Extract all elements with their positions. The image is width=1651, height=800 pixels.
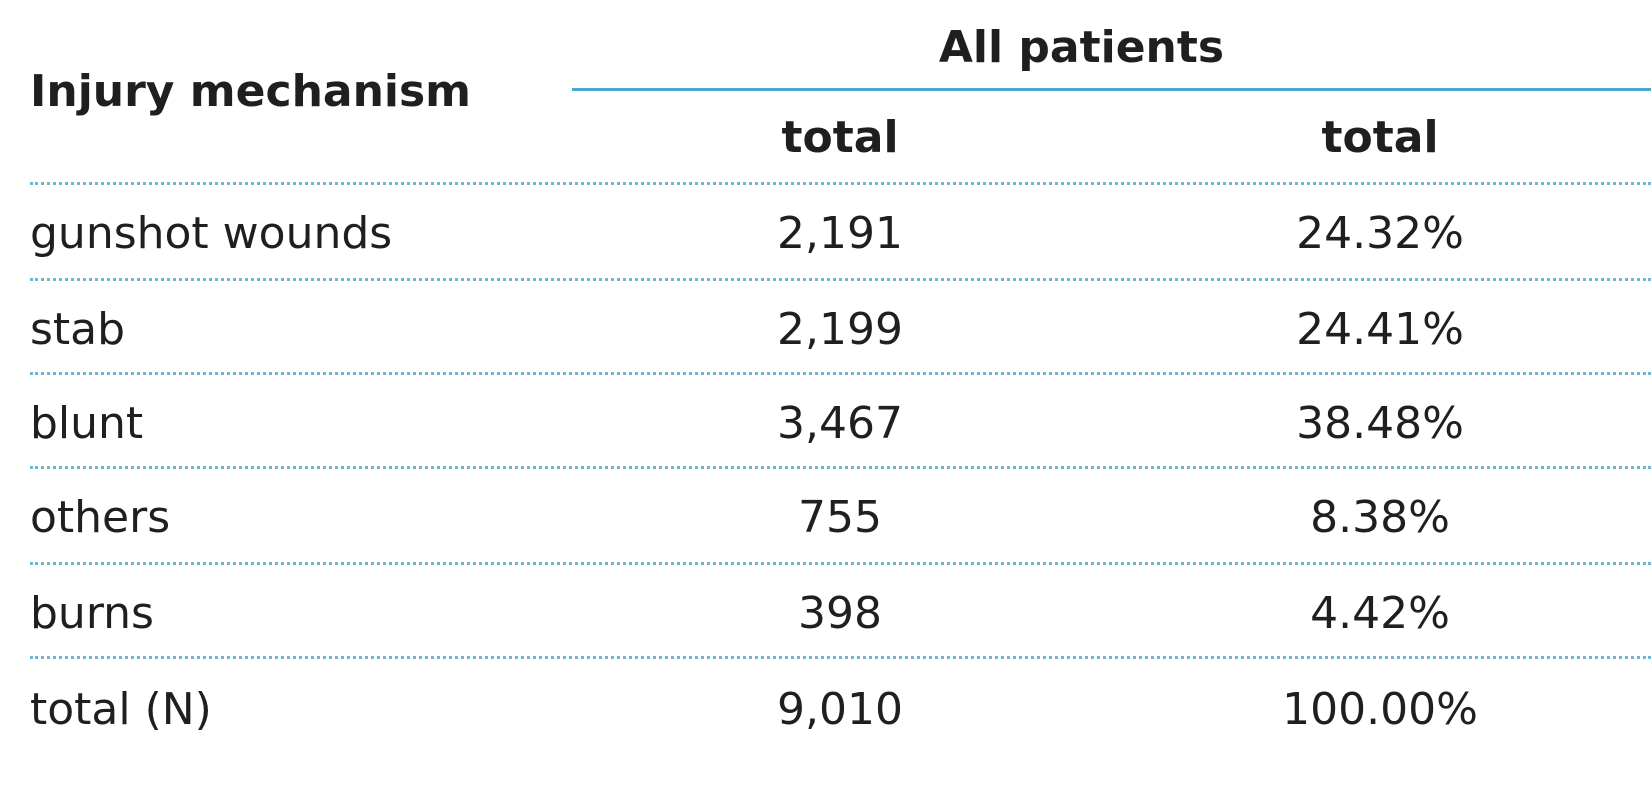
- subheader-count: total: [781, 112, 899, 163]
- percent-cell: 38.48%: [1296, 398, 1464, 449]
- row-divider: [30, 372, 1651, 375]
- mechanism-cell: blunt: [30, 398, 144, 449]
- group-header-rule: [572, 88, 1651, 91]
- count-cell: 2,191: [777, 208, 903, 259]
- count-cell: 398: [798, 588, 882, 639]
- table-row: stab 2,199 24.41%: [0, 282, 1651, 378]
- row-divider: [30, 466, 1651, 469]
- mechanism-cell: stab: [30, 304, 126, 355]
- row-divider: [30, 278, 1651, 281]
- row-divider: [30, 656, 1651, 659]
- percent-cell: 8.38%: [1310, 492, 1450, 543]
- mechanism-cell: others: [30, 492, 171, 543]
- group-header: All patients: [572, 22, 1651, 74]
- table-row-total: total (N) 9,010 100.00%: [0, 662, 1651, 758]
- table-row: burns 398 4.42%: [0, 566, 1651, 662]
- subheader-percent: total: [1321, 112, 1439, 163]
- mechanism-cell: total (N): [30, 684, 212, 735]
- count-cell: 755: [798, 492, 882, 543]
- table-row: gunshot wounds 2,191 24.32%: [0, 186, 1651, 282]
- mechanism-cell: burns: [30, 588, 154, 639]
- row-divider: [30, 562, 1651, 565]
- table-row: others 755 8.38%: [0, 470, 1651, 566]
- percent-cell: 4.42%: [1310, 588, 1450, 639]
- group-header-label: All patients: [938, 22, 1225, 73]
- count-cell: 9,010: [777, 684, 903, 735]
- mechanism-cell: gunshot wounds: [30, 208, 393, 259]
- percent-cell: 24.32%: [1296, 208, 1464, 259]
- row-header-label: Injury mechanism: [30, 66, 472, 117]
- row-divider: [30, 182, 1651, 185]
- table-row: blunt 3,467 38.48%: [0, 376, 1651, 472]
- count-cell: 2,199: [777, 304, 903, 355]
- percent-cell: 100.00%: [1282, 684, 1478, 735]
- percent-cell: 24.41%: [1296, 304, 1464, 355]
- count-cell: 3,467: [777, 398, 903, 449]
